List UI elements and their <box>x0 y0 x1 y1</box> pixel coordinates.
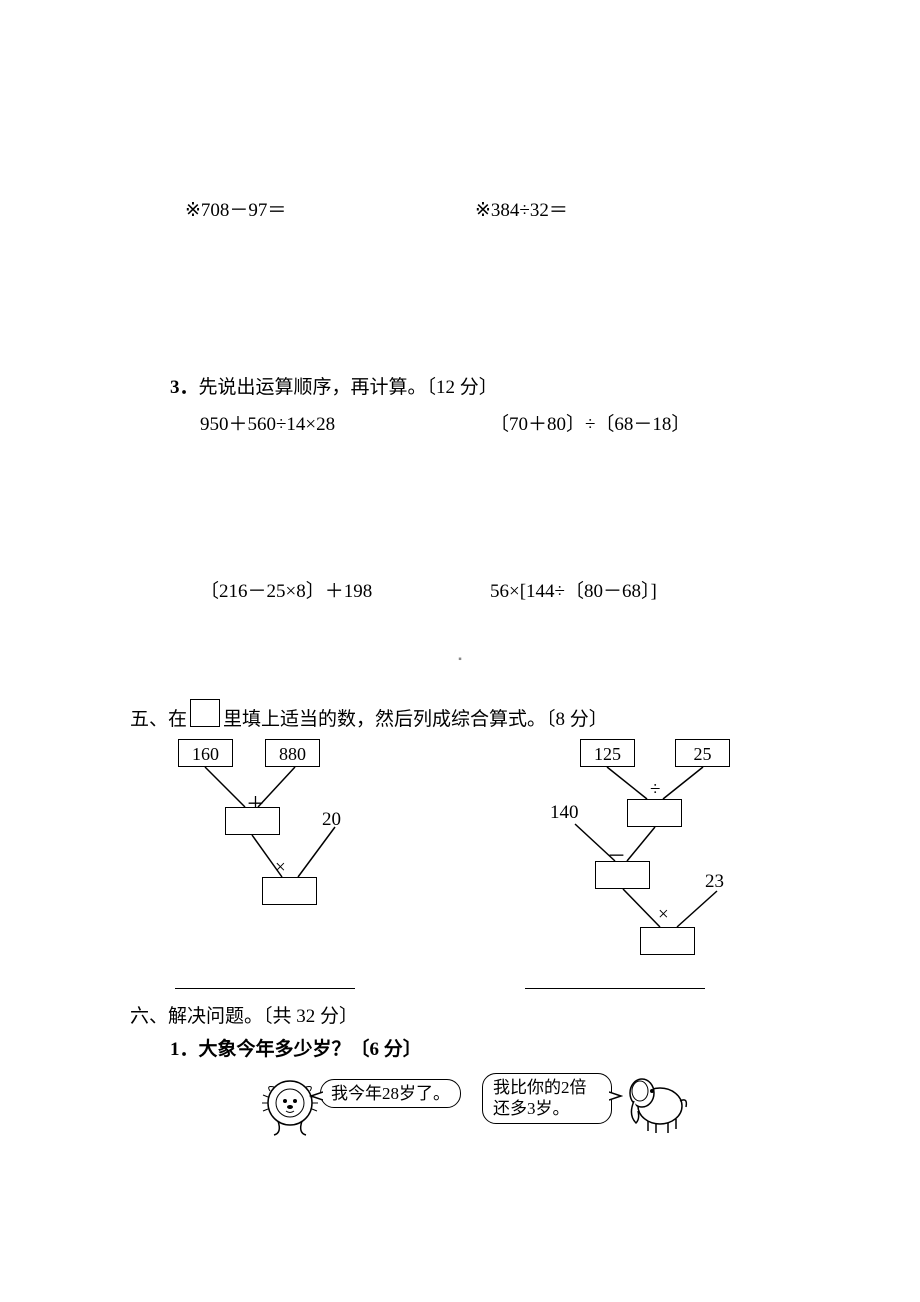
d2-val-c: 140 <box>550 802 579 824</box>
bubble-tail-left <box>309 1090 323 1102</box>
q3-expr-4: 56×[144÷〔80－68〕] <box>490 576 780 603</box>
q3-expr-3: 〔216－25×8〕＋198 <box>200 576 490 603</box>
q3-title: 3．先说出运算顺序，再计算。〔12 分〕 <box>130 372 790 399</box>
d2-box-result2 <box>595 861 650 889</box>
diagram-2-lines <box>545 739 795 959</box>
blank-line-2 <box>525 969 705 989</box>
q3-expr-1: 950＋560÷14×28 <box>200 409 490 436</box>
q6-1-text: 1．大象今年多少岁？〔6 分〕 <box>170 1039 422 1060</box>
speech-row: 我今年28岁了。 我比你的2倍还多3岁。 <box>130 1067 790 1157</box>
d2-box-result3 <box>640 927 695 955</box>
section-5-title: 五、在 里填上适当的数，然后列成综合算式。〔8 分〕 <box>130 703 790 731</box>
calc-expression-1: ※708－97＝ <box>185 195 475 222</box>
blank-line-1 <box>175 969 355 989</box>
diagram-2: 125 25 ÷ 140 － 23 × <box>545 739 790 959</box>
d1-val-c: 20 <box>322 809 341 831</box>
d1-op-times: × <box>275 857 286 879</box>
diagram-1-lines <box>170 739 420 959</box>
d1-box-a: 160 <box>178 739 233 767</box>
answer-blank-lines <box>130 969 790 989</box>
d1-box-b: 880 <box>265 739 320 767</box>
section5-prefix: 五、在 <box>130 704 187 731</box>
q6-1-title: 1．大象今年多少岁？〔6 分〕 <box>130 1034 790 1061</box>
diagram-1: 160 880 ＋ 20 × <box>170 739 415 959</box>
section5-suffix: 里填上适当的数，然后列成综合算式。〔8 分〕 <box>223 704 608 731</box>
calc-expression-2: ※384÷32＝ <box>475 195 765 222</box>
inline-blank-box <box>190 699 220 727</box>
q3-expr-2: 〔70＋80〕÷〔68－18〕 <box>490 409 780 436</box>
bubble2-text: 我比你的2倍还多3岁。 <box>493 1078 587 1118</box>
calc-row: ※708－97＝ ※384÷32＝ <box>130 195 790 222</box>
q3-row2: 〔216－25×8〕＋198 56×[144÷〔80－68〕] <box>130 576 790 603</box>
d2-val-d: 23 <box>705 871 724 893</box>
q3-number: 3． <box>170 377 199 398</box>
q3-text: 先说出运算顺序，再计算。〔12 分〕 <box>199 377 498 398</box>
d2-box-a: 125 <box>580 739 635 767</box>
d1-box-result1 <box>225 807 280 835</box>
bubble1-text: 我今年28岁了。 <box>331 1084 450 1103</box>
d2-op-times: × <box>658 904 669 926</box>
pagination-dot: ▪ <box>458 654 462 665</box>
d1-box-result2 <box>262 877 317 905</box>
q3-row1: 950＋560÷14×28 〔70＋80〕÷〔68－18〕 <box>130 409 790 436</box>
section-6-title: 六、解决问题。〔共 32 分〕 <box>130 1001 790 1028</box>
d2-box-b: 25 <box>675 739 730 767</box>
speech-bubble-lion: 我今年28岁了。 <box>320 1079 461 1108</box>
d2-box-result1 <box>627 799 682 827</box>
speech-bubble-elephant: 我比你的2倍还多3岁。 <box>482 1073 612 1124</box>
lion-icon <box>260 1077 322 1139</box>
elephant-icon <box>620 1071 690 1141</box>
d2-op-div: ÷ <box>650 779 660 801</box>
